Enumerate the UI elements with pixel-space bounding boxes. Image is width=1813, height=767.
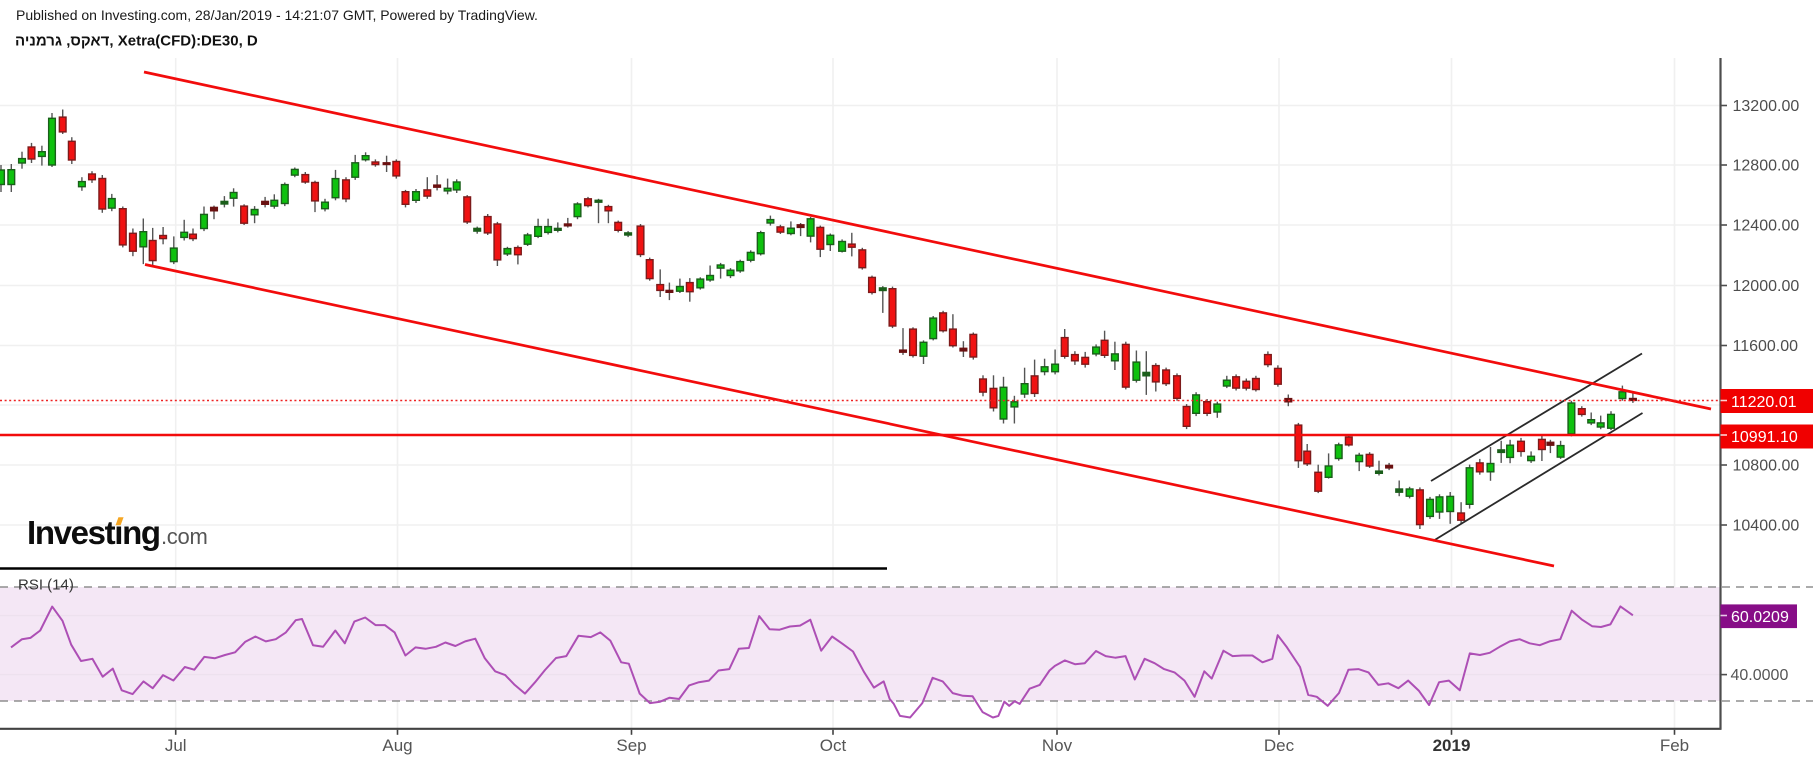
svg-text:Published on Investing.com, 28: Published on Investing.com, 28/Jan/2019 … <box>16 7 538 23</box>
svg-text:דאקס, גרמניה, Xetra(CFD):DE30,: דאקס, גרמניה, Xetra(CFD):DE30, D <box>15 33 258 50</box>
svg-text:10800.00: 10800.00 <box>1733 458 1800 475</box>
svg-text:2019: 2019 <box>1433 736 1471 755</box>
svg-text:Aug: Aug <box>382 736 412 755</box>
svg-text:Feb: Feb <box>1660 736 1689 755</box>
svg-text:10400.00: 10400.00 <box>1733 518 1800 535</box>
svg-text:Nov: Nov <box>1042 736 1073 755</box>
svg-text:Investıng: Investıng <box>27 514 160 551</box>
svg-text:Oct: Oct <box>820 736 847 755</box>
svg-text:12800.00: 12800.00 <box>1733 158 1800 175</box>
svg-text:10991.10: 10991.10 <box>1731 429 1798 446</box>
svg-text:11220.01: 11220.01 <box>1731 394 1797 411</box>
svg-text:12000.00: 12000.00 <box>1733 278 1800 295</box>
svg-text:Dec: Dec <box>1264 736 1295 755</box>
svg-text:.com: .com <box>161 524 207 549</box>
svg-text:Sep: Sep <box>616 736 646 755</box>
svg-text:11600.00: 11600.00 <box>1733 338 1799 355</box>
svg-text:60.0209: 60.0209 <box>1731 609 1789 626</box>
svg-text:Jul: Jul <box>165 736 187 755</box>
svg-text:13200.00: 13200.00 <box>1733 98 1800 115</box>
svg-text:RSI (14): RSI (14) <box>18 577 74 594</box>
svg-text:12400.00: 12400.00 <box>1733 218 1800 235</box>
svg-text:40.0000: 40.0000 <box>1731 667 1789 684</box>
